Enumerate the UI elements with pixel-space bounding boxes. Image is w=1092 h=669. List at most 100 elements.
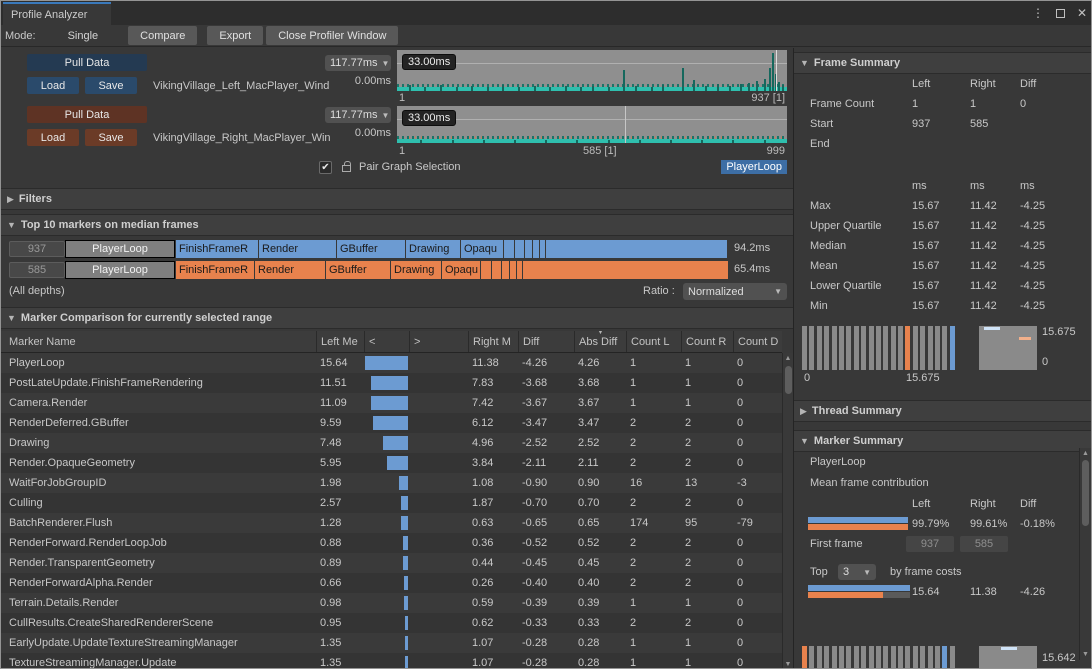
top10-segment[interactable]: GBuffer xyxy=(337,240,405,258)
top10-segment[interactable] xyxy=(502,261,509,279)
thread-summary-header[interactable]: ▶ Thread Summary xyxy=(794,400,1091,422)
threshold-badge-right[interactable]: 33.00ms xyxy=(402,110,457,126)
threshold-badge-left[interactable]: 33.00ms xyxy=(402,54,457,70)
top10-segment[interactable] xyxy=(523,261,728,279)
table-row[interactable]: PostLateUpdate.FinishFrameRendering 11.5… xyxy=(1,373,782,393)
pair-graph-selection-checkbox[interactable]: ✔ xyxy=(319,160,332,174)
table-row[interactable]: RenderForward.RenderLoopJob 0.88 0.36 -0… xyxy=(1,533,782,553)
load-left-button[interactable]: Load xyxy=(27,77,79,94)
scroll-up-icon[interactable]: ▲ xyxy=(1082,450,1089,457)
scrollbar-thumb[interactable] xyxy=(785,366,792,394)
export-button[interactable]: Export xyxy=(207,26,264,45)
title-bar: Profile Analyzer ⋮ ✕ xyxy=(1,1,1091,25)
top10-segment[interactable]: GBuffer xyxy=(326,261,390,279)
table-row[interactable]: Culling 2.57 1.87 -0.70 0.70 2 2 0 xyxy=(1,493,782,513)
column-header[interactable]: Count D xyxy=(733,331,782,352)
selected-marker-chip[interactable]: PlayerLoop xyxy=(721,160,787,174)
top10-segment[interactable] xyxy=(533,240,539,258)
top10-segment[interactable] xyxy=(546,240,727,258)
histogram-bar xyxy=(853,646,859,668)
top10-segment[interactable] xyxy=(540,240,545,258)
pull-data-left-button[interactable]: Pull Data xyxy=(27,54,147,71)
save-left-button[interactable]: Save xyxy=(85,77,137,94)
top10-segment[interactable]: PlayerLoop xyxy=(65,261,175,279)
scrollbar-thumb[interactable] xyxy=(1082,460,1089,526)
top10-segment[interactable] xyxy=(481,261,491,279)
table-row[interactable]: BatchRenderer.Flush 1.28 0.63 -0.65 0.65… xyxy=(1,513,782,533)
menu-icon[interactable]: ⋮ xyxy=(1031,6,1044,20)
table-row[interactable]: TextureStreamingManager.Update 1.35 1.07… xyxy=(1,653,782,668)
column-header[interactable]: Marker Name xyxy=(9,335,76,348)
column-header[interactable]: < xyxy=(364,331,409,352)
column-header[interactable]: Right M xyxy=(468,331,518,352)
table-row[interactable]: CullResults.CreateSharedRendererScene 0.… xyxy=(1,613,782,633)
frame-number-chip[interactable]: 937 xyxy=(9,241,65,257)
table-row[interactable]: Camera.Render 11.09 7.42 -3.67 3.67 1 1 … xyxy=(1,393,782,413)
first-frame-right-button[interactable]: 585 xyxy=(960,536,1008,552)
mode-single-button[interactable]: Single xyxy=(67,29,99,42)
histogram-bar xyxy=(935,646,941,668)
top10-segment[interactable]: Render xyxy=(259,240,336,258)
table-row[interactable]: WaitForJobGroupID 1.98 1.08 -0.90 0.90 1… xyxy=(1,473,782,493)
load-right-button[interactable]: Load xyxy=(27,129,79,146)
summary-panel-scrollbar[interactable]: ▲ ▼ xyxy=(1079,448,1091,660)
frame-summary-header[interactable]: ▼ Frame Summary xyxy=(794,52,1091,74)
top10-segment[interactable]: FinishFrameR xyxy=(176,261,254,279)
top10-segment[interactable] xyxy=(510,261,516,279)
filters-section-header[interactable]: ▶ Filters xyxy=(1,188,793,210)
tab-profile-analyzer[interactable]: Profile Analyzer xyxy=(3,2,111,25)
left-scale-dropdown[interactable]: 117.77ms ▼ xyxy=(325,55,391,71)
top10-segment[interactable]: Render xyxy=(255,261,325,279)
top10-section-header[interactable]: ▼ Top 10 markers on median frames xyxy=(1,214,793,236)
frame-graph-right[interactable]: 33.00ms xyxy=(397,106,787,143)
top10-segment[interactable]: Opaqu xyxy=(442,261,480,279)
summary-row: Max 15.67 11.42 -4.25 xyxy=(810,200,1046,212)
marker-comparison-section-header[interactable]: ▼ Marker Comparison for currently select… xyxy=(1,307,793,329)
right-scale-dropdown[interactable]: 117.77ms ▼ xyxy=(325,107,391,123)
frame-number-chip[interactable]: 585 xyxy=(9,262,65,278)
table-row[interactable]: RenderForwardAlpha.Render 0.66 0.26 -0.4… xyxy=(1,573,782,593)
top-n-dropdown[interactable]: 3 ▼ xyxy=(838,564,876,580)
column-header[interactable]: Count L xyxy=(626,331,681,352)
save-right-button[interactable]: Save xyxy=(85,129,137,146)
top10-segment[interactable] xyxy=(492,261,501,279)
top10-segment[interactable]: FinishFrameR xyxy=(176,240,258,258)
mode-compare-button[interactable]: Compare xyxy=(128,26,198,45)
table-row[interactable]: PlayerLoop 15.64 11.38 -4.26 4.26 1 1 0 xyxy=(1,353,782,373)
table-row[interactable]: Render.OpaqueGeometry 5.95 3.84 -2.11 2.… xyxy=(1,453,782,473)
top10-segment[interactable] xyxy=(504,240,514,258)
maximize-icon[interactable] xyxy=(1055,8,1065,18)
column-header[interactable]: > xyxy=(409,331,468,352)
table-row[interactable]: Drawing 7.48 4.96 -2.52 2.52 2 2 0 xyxy=(1,433,782,453)
lock-icon[interactable] xyxy=(342,161,351,172)
table-row[interactable]: Render.TransparentGeometry 0.89 0.44 -0.… xyxy=(1,553,782,573)
marker-summary-header[interactable]: ▼ Marker Summary xyxy=(794,430,1091,452)
column-header[interactable]: Count R xyxy=(681,331,733,352)
histogram-bar xyxy=(942,326,948,370)
table-row[interactable]: Terrain.Details.Render 0.98 0.59 -0.39 0… xyxy=(1,593,782,613)
close-icon[interactable]: ✕ xyxy=(1076,6,1087,20)
diff-bar xyxy=(401,496,408,510)
column-header[interactable]: Abs Diff ▼ xyxy=(574,331,626,352)
scroll-down-icon[interactable]: ▼ xyxy=(784,661,792,668)
histogram-bar xyxy=(809,646,815,668)
top10-segment[interactable]: PlayerLoop xyxy=(65,240,175,258)
scroll-up-icon[interactable]: ▲ xyxy=(784,355,792,362)
table-row[interactable]: EarlyUpdate.UpdateTextureStreamingManage… xyxy=(1,633,782,653)
top10-segment[interactable]: Drawing xyxy=(391,261,441,279)
top10-segment[interactable]: Drawing xyxy=(406,240,460,258)
top10-segment[interactable] xyxy=(515,240,524,258)
top10-segment[interactable] xyxy=(517,261,522,279)
first-frame-left-button[interactable]: 937 xyxy=(906,536,954,552)
top10-segment[interactable] xyxy=(525,240,532,258)
comparison-table-scrollbar[interactable]: ▲ ▼ xyxy=(782,353,793,668)
scroll-down-icon[interactable]: ▼ xyxy=(1082,651,1089,658)
table-row[interactable]: RenderDeferred.GBuffer 9.59 6.12 -3.47 3… xyxy=(1,413,782,433)
pull-data-right-button[interactable]: Pull Data xyxy=(27,106,147,123)
close-profiler-window-button[interactable]: Close Profiler Window xyxy=(266,26,399,45)
top10-segment[interactable]: Opaqu xyxy=(461,240,503,258)
column-header[interactable]: Left Me xyxy=(316,331,364,352)
ratio-dropdown[interactable]: Normalized ▼ xyxy=(683,283,787,300)
frame-graph-left[interactable]: 33.00ms xyxy=(397,50,787,91)
column-header[interactable]: Diff xyxy=(518,331,574,352)
